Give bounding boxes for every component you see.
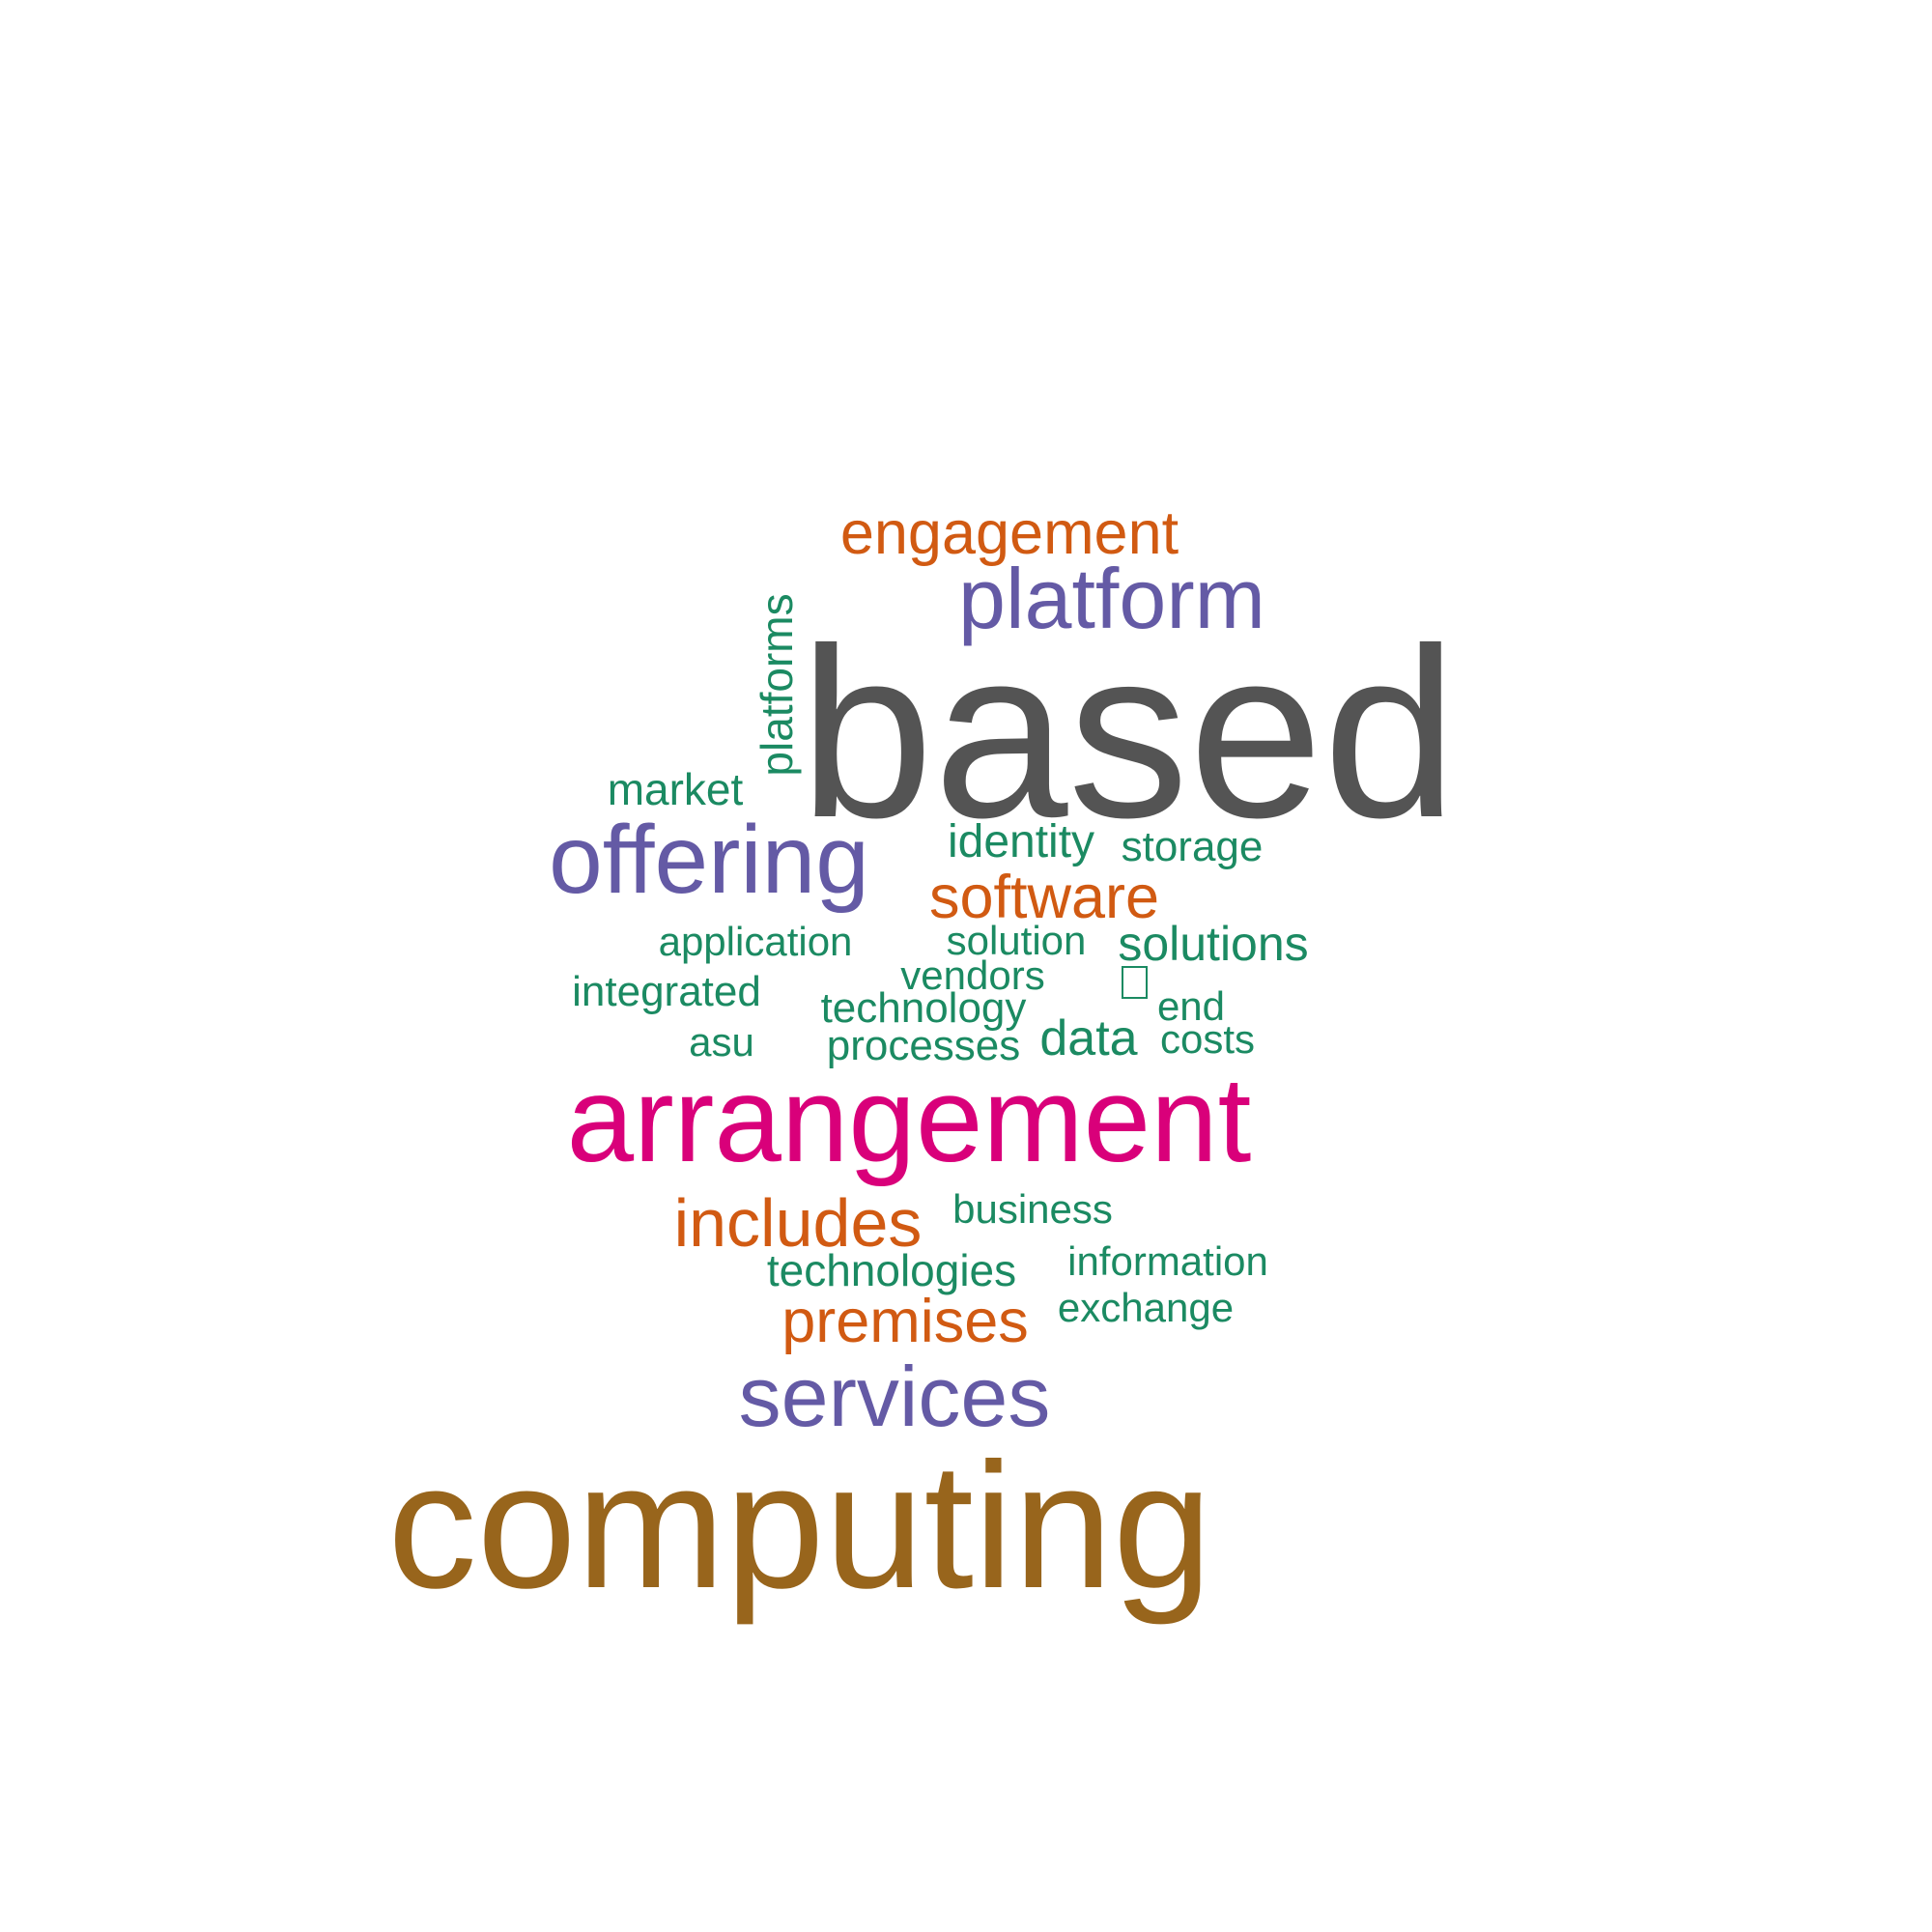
word-premises: premises (781, 1288, 1029, 1355)
word-services: services (739, 1349, 1051, 1444)
word-end: end (1157, 983, 1225, 1029)
missing-glyph-box (1122, 966, 1148, 999)
word-based: based (799, 598, 1457, 867)
word-costs: costs (1160, 1016, 1255, 1062)
word-platforms: platforms (752, 593, 802, 776)
word-integrated: integrated (572, 968, 761, 1015)
word-processes: processes (827, 1022, 1021, 1069)
word-data: data (1039, 1010, 1137, 1066)
word-offering: offering (549, 806, 869, 914)
word-platform: platform (958, 551, 1265, 646)
word-application: application (659, 919, 853, 964)
word-engagement: engagement (840, 499, 1179, 567)
word-market: market (608, 764, 744, 814)
word-business: business (952, 1186, 1113, 1232)
word-software: software (929, 864, 1159, 931)
word-computing: computing (387, 1427, 1212, 1626)
word-asu: asu (689, 1019, 754, 1065)
word-includes: includes (674, 1185, 923, 1261)
word-identity: identity (948, 816, 1094, 867)
word-solutions: solutions (1118, 917, 1308, 971)
word-technology: technology (821, 984, 1027, 1032)
word-arrangement: arrangement (567, 1053, 1252, 1187)
word-information: information (1067, 1238, 1268, 1284)
word-vendors: vendors (900, 952, 1044, 998)
word-exchange: exchange (1058, 1285, 1234, 1330)
word-solution: solution (947, 918, 1087, 963)
word-technologies: technologies (767, 1245, 1016, 1295)
word-storage: storage (1122, 823, 1264, 870)
